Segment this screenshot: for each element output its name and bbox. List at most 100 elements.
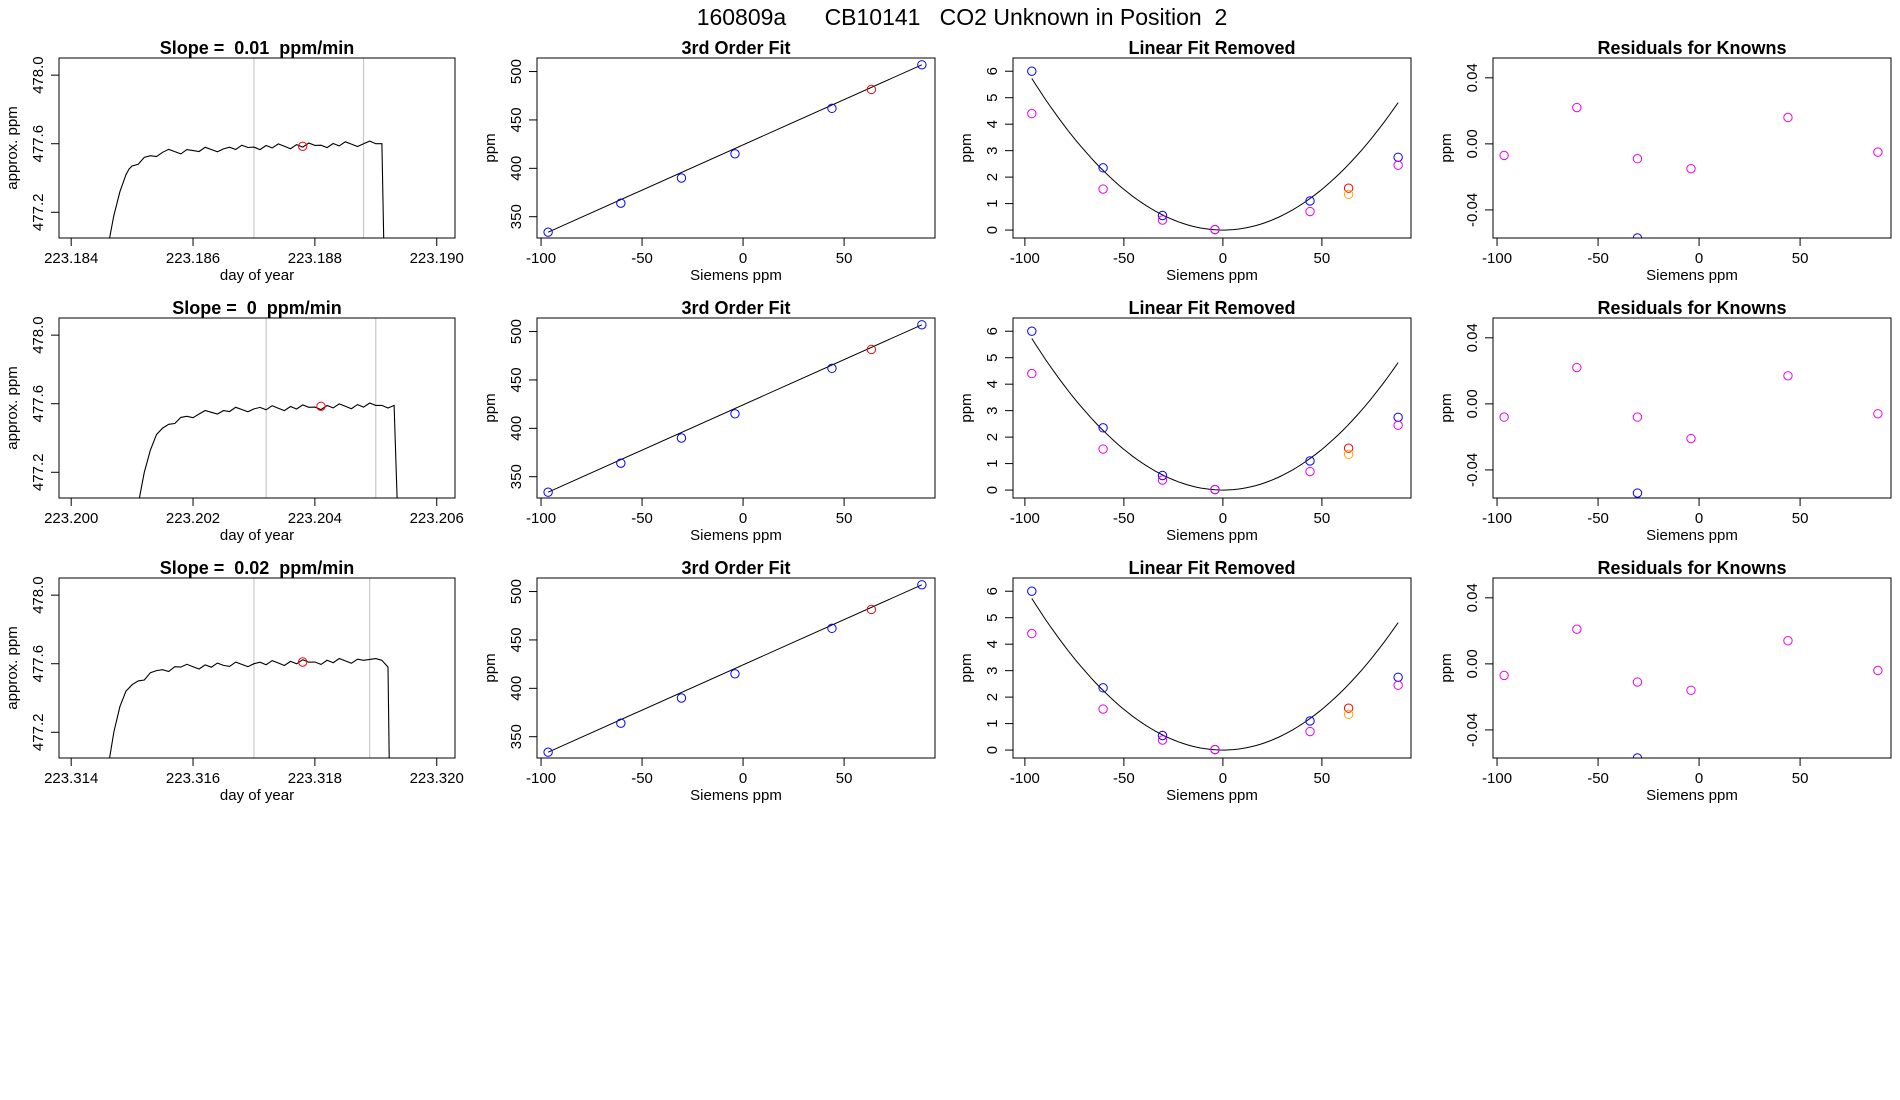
data-point — [827, 363, 837, 374]
x-tick-label: -100 — [1482, 510, 1512, 527]
y-axis-label: approx. ppm — [4, 626, 21, 709]
x-tick-label: 223.188 — [288, 250, 342, 267]
y-tick-label: 450 — [508, 627, 525, 652]
panel-r2-c3: Residuals for Knowns Siemens ppm ppm -100 -5… — [1438, 558, 1892, 804]
x-tick-label: -100 — [1482, 770, 1512, 787]
plot-area — [543, 580, 927, 757]
y-axis-label: ppm — [482, 133, 499, 162]
blue-point — [1305, 716, 1315, 726]
x-tick-label: 50 — [836, 770, 853, 787]
violet-point — [1393, 160, 1403, 170]
x-tick-label: -100 — [1010, 510, 1040, 527]
y-tick-label: 478.0 — [30, 576, 47, 614]
violet-point — [1098, 444, 1108, 454]
x-tick-label: 0 — [1219, 770, 1227, 787]
x-tick-label: 223.190 — [410, 250, 464, 267]
blue-point — [1098, 163, 1108, 173]
y-tick-label: 6 — [984, 327, 1001, 335]
x-tick-label: 0 — [739, 510, 747, 527]
x-axis-label: Siemens ppm — [1646, 787, 1738, 804]
x-tick-label: 223.202 — [166, 510, 220, 527]
x-tick-label: 223.316 — [166, 770, 220, 787]
y-axis-label: approx. ppm — [4, 106, 21, 189]
x-tick-label: -100 — [1010, 250, 1040, 267]
x-tick-label: 50 — [836, 510, 853, 527]
y-tick-label: 350 — [508, 724, 525, 749]
plot-frame — [1492, 57, 1892, 239]
panel-r0-c1: 3rd Order Fit Siemens ppm ppm -100 -50 0 50 350… — [482, 38, 936, 284]
violet-point — [1157, 735, 1168, 745]
x-tick-label: 50 — [836, 250, 853, 267]
plot-frame — [58, 57, 456, 239]
x-tick-label: -50 — [1113, 250, 1135, 267]
violet-point — [1027, 628, 1037, 639]
x-tick-label: 0 — [1695, 770, 1703, 787]
data-point — [616, 458, 626, 468]
data-point — [827, 103, 837, 114]
blue-point — [1157, 210, 1168, 221]
y-tick-label: 0.00 — [1464, 389, 1481, 418]
residual-point — [1499, 670, 1509, 681]
residual-point — [1632, 412, 1643, 422]
y-tick-label: 5 — [984, 354, 1001, 362]
blue-point — [1157, 470, 1168, 481]
blue-point — [1393, 672, 1403, 682]
plot-area — [1027, 66, 1403, 235]
panel-r2-c0: Slope = 0.02 ppm/min day of year approx. p… — [4, 558, 464, 804]
fit-curve — [1031, 598, 1399, 751]
x-tick-label: 223.186 — [166, 250, 220, 267]
y-tick-label: 6 — [984, 67, 1001, 75]
x-axis-label: day of year — [220, 267, 294, 284]
plot-area — [1499, 624, 1883, 758]
y-tick-label: 1 — [984, 719, 1001, 727]
blue-point — [1098, 423, 1108, 433]
y-tick-label: 0.04 — [1464, 323, 1481, 352]
y-tick-label: 0.04 — [1464, 63, 1481, 92]
violet-point — [1210, 744, 1220, 755]
y-tick-label: -0.04 — [1464, 193, 1481, 227]
y-axis-label: approx. ppm — [4, 366, 21, 449]
y-tick-label: 350 — [508, 464, 525, 489]
x-tick-label: 223.314 — [44, 770, 98, 787]
blue-point — [1632, 488, 1643, 498]
panel-r1-c2: Linear Fit Removed Siemens ppm ppm -100 -50 0… — [958, 298, 1412, 544]
x-tick-label: -50 — [1113, 510, 1135, 527]
plot-frame — [58, 577, 456, 759]
plot-title: Linear Fit Removed — [1128, 38, 1295, 58]
data-point — [543, 487, 553, 497]
x-tick-label: 50 — [1314, 250, 1331, 267]
x-tick-label: -100 — [526, 250, 556, 267]
red-point — [1343, 443, 1354, 453]
x-tick-label: -100 — [526, 510, 556, 527]
y-tick-label: 3 — [984, 406, 1001, 414]
x-axis-label: Siemens ppm — [1166, 527, 1258, 544]
plot-area — [1499, 362, 1883, 498]
residual-point — [1783, 371, 1793, 381]
y-tick-label: 477.2 — [30, 454, 47, 492]
plot-frame — [1492, 577, 1892, 759]
y-tick-label: 6 — [984, 587, 1001, 595]
violet-point — [1098, 704, 1108, 714]
y-tick-label: 350 — [508, 204, 525, 229]
residual-point — [1686, 433, 1696, 444]
y-tick-label: 0.00 — [1464, 649, 1481, 678]
violet-point — [1027, 368, 1037, 379]
residual-point — [1873, 665, 1883, 676]
plot-area — [109, 578, 390, 758]
unknown-point — [866, 604, 877, 615]
x-tick-label: -50 — [1587, 510, 1609, 527]
plot-area — [543, 60, 927, 237]
plot-area — [1027, 586, 1403, 755]
y-tick-label: 477.2 — [30, 194, 47, 232]
data-point — [676, 693, 687, 703]
violet-point — [1305, 726, 1315, 737]
residual-point — [1783, 112, 1793, 123]
blue-point — [1027, 66, 1037, 76]
y-axis-label: ppm — [958, 133, 975, 162]
y-tick-label: 3 — [984, 666, 1001, 674]
y-axis-label: ppm — [482, 393, 499, 422]
violet-point — [1393, 420, 1403, 430]
x-axis-label: Siemens ppm — [690, 527, 782, 544]
blue-point — [1393, 152, 1403, 162]
y-tick-label: 0.04 — [1464, 583, 1481, 612]
